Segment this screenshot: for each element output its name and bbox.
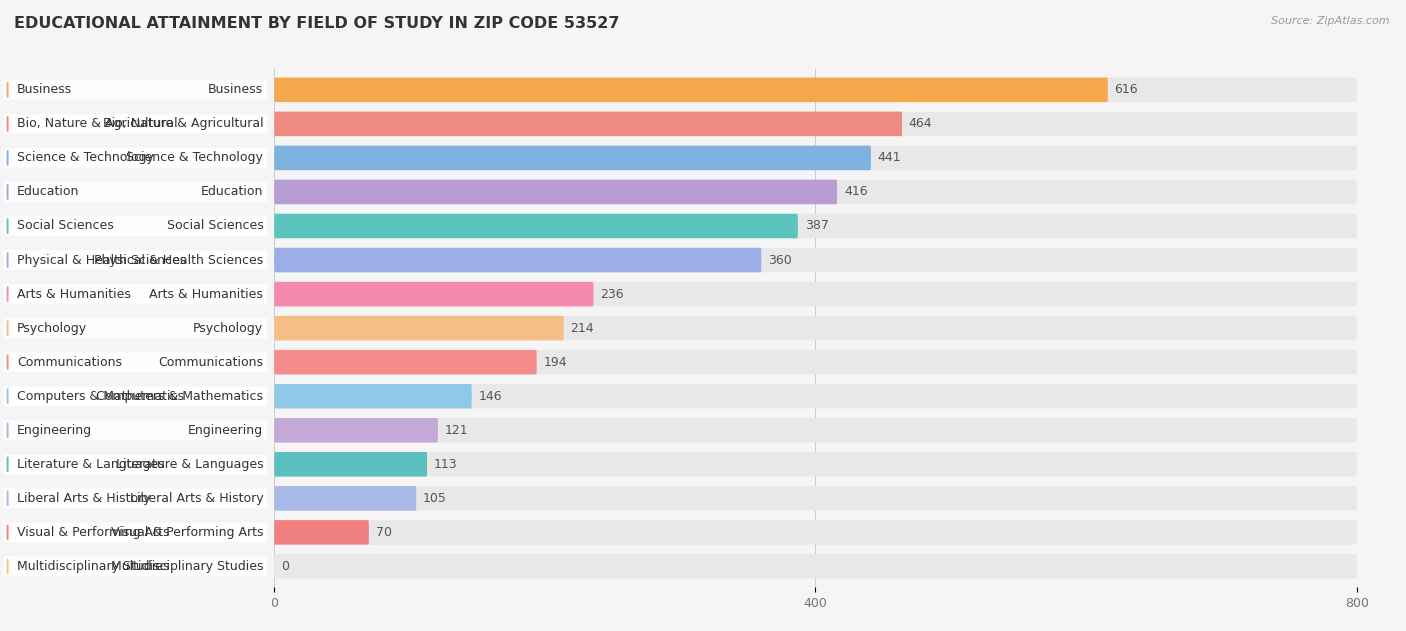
Text: Social Sciences: Social Sciences <box>166 220 263 232</box>
FancyBboxPatch shape <box>3 488 267 508</box>
FancyBboxPatch shape <box>3 522 267 542</box>
Text: 146: 146 <box>478 390 502 403</box>
FancyBboxPatch shape <box>274 180 1357 204</box>
FancyBboxPatch shape <box>274 452 427 476</box>
Text: Business: Business <box>208 83 263 97</box>
FancyBboxPatch shape <box>274 452 1357 476</box>
FancyBboxPatch shape <box>274 486 416 510</box>
FancyBboxPatch shape <box>274 316 564 340</box>
Text: Computers & Mathematics: Computers & Mathematics <box>97 390 263 403</box>
FancyBboxPatch shape <box>3 352 267 372</box>
Text: Arts & Humanities: Arts & Humanities <box>17 288 131 300</box>
Text: 464: 464 <box>908 117 932 131</box>
Text: 236: 236 <box>600 288 624 300</box>
FancyBboxPatch shape <box>274 112 903 136</box>
Text: Bio, Nature & Agricultural: Bio, Nature & Agricultural <box>103 117 263 131</box>
FancyBboxPatch shape <box>274 78 1357 102</box>
FancyBboxPatch shape <box>3 318 267 338</box>
Text: Communications: Communications <box>159 356 263 369</box>
Text: Psychology: Psychology <box>193 322 263 334</box>
Text: 387: 387 <box>804 220 828 232</box>
Text: 616: 616 <box>1115 83 1139 97</box>
Text: Science & Technology: Science & Technology <box>17 151 153 165</box>
FancyBboxPatch shape <box>274 214 797 239</box>
FancyBboxPatch shape <box>274 350 1357 374</box>
FancyBboxPatch shape <box>3 386 267 406</box>
FancyBboxPatch shape <box>3 114 267 134</box>
Text: Visual & Performing Arts: Visual & Performing Arts <box>111 526 263 539</box>
Text: Communications: Communications <box>17 356 122 369</box>
FancyBboxPatch shape <box>3 80 267 100</box>
FancyBboxPatch shape <box>274 316 1357 340</box>
Text: Education: Education <box>201 186 263 199</box>
Text: 194: 194 <box>544 356 567 369</box>
FancyBboxPatch shape <box>3 148 267 168</box>
Text: Physical & Health Sciences: Physical & Health Sciences <box>17 254 187 266</box>
FancyBboxPatch shape <box>3 182 267 202</box>
FancyBboxPatch shape <box>274 248 1357 273</box>
FancyBboxPatch shape <box>274 180 837 204</box>
Text: 113: 113 <box>434 457 457 471</box>
Text: 214: 214 <box>571 322 595 334</box>
FancyBboxPatch shape <box>274 282 1357 306</box>
Text: Psychology: Psychology <box>17 322 87 334</box>
Text: 105: 105 <box>423 492 447 505</box>
Text: Visual & Performing Arts: Visual & Performing Arts <box>17 526 170 539</box>
Text: Science & Technology: Science & Technology <box>127 151 263 165</box>
Text: Source: ZipAtlas.com: Source: ZipAtlas.com <box>1271 16 1389 26</box>
Text: Physical & Health Sciences: Physical & Health Sciences <box>94 254 263 266</box>
Text: Computers & Mathematics: Computers & Mathematics <box>17 390 184 403</box>
Text: Literature & Languages: Literature & Languages <box>115 457 263 471</box>
Text: Engineering: Engineering <box>17 424 93 437</box>
Text: Liberal Arts & History: Liberal Arts & History <box>17 492 150 505</box>
Text: Social Sciences: Social Sciences <box>17 220 114 232</box>
Text: Bio, Nature & Agricultural: Bio, Nature & Agricultural <box>17 117 177 131</box>
FancyBboxPatch shape <box>274 146 870 170</box>
FancyBboxPatch shape <box>274 248 762 273</box>
Text: 0: 0 <box>281 560 290 573</box>
FancyBboxPatch shape <box>3 557 267 576</box>
Text: Liberal Arts & History: Liberal Arts & History <box>129 492 263 505</box>
FancyBboxPatch shape <box>274 78 1108 102</box>
FancyBboxPatch shape <box>3 285 267 304</box>
Text: 416: 416 <box>844 186 868 199</box>
FancyBboxPatch shape <box>274 486 1357 510</box>
FancyBboxPatch shape <box>274 214 1357 239</box>
Text: Arts & Humanities: Arts & Humanities <box>149 288 263 300</box>
FancyBboxPatch shape <box>3 454 267 474</box>
Text: 360: 360 <box>768 254 792 266</box>
FancyBboxPatch shape <box>274 384 1357 408</box>
Text: Education: Education <box>17 186 79 199</box>
Text: Multidisciplinary Studies: Multidisciplinary Studies <box>17 560 170 573</box>
Text: 441: 441 <box>877 151 901 165</box>
FancyBboxPatch shape <box>274 554 1357 579</box>
Text: 70: 70 <box>375 526 392 539</box>
FancyBboxPatch shape <box>274 146 1357 170</box>
FancyBboxPatch shape <box>274 520 368 545</box>
FancyBboxPatch shape <box>3 251 267 270</box>
FancyBboxPatch shape <box>3 216 267 236</box>
FancyBboxPatch shape <box>274 282 593 306</box>
FancyBboxPatch shape <box>274 350 537 374</box>
FancyBboxPatch shape <box>3 420 267 440</box>
FancyBboxPatch shape <box>274 384 472 408</box>
Text: 121: 121 <box>444 424 468 437</box>
FancyBboxPatch shape <box>274 112 1357 136</box>
Text: Literature & Languages: Literature & Languages <box>17 457 165 471</box>
Text: Engineering: Engineering <box>188 424 263 437</box>
FancyBboxPatch shape <box>274 418 1357 442</box>
Text: Multidisciplinary Studies: Multidisciplinary Studies <box>111 560 263 573</box>
FancyBboxPatch shape <box>274 418 437 442</box>
FancyBboxPatch shape <box>274 520 1357 545</box>
Text: Business: Business <box>17 83 72 97</box>
Text: EDUCATIONAL ATTAINMENT BY FIELD OF STUDY IN ZIP CODE 53527: EDUCATIONAL ATTAINMENT BY FIELD OF STUDY… <box>14 16 620 31</box>
